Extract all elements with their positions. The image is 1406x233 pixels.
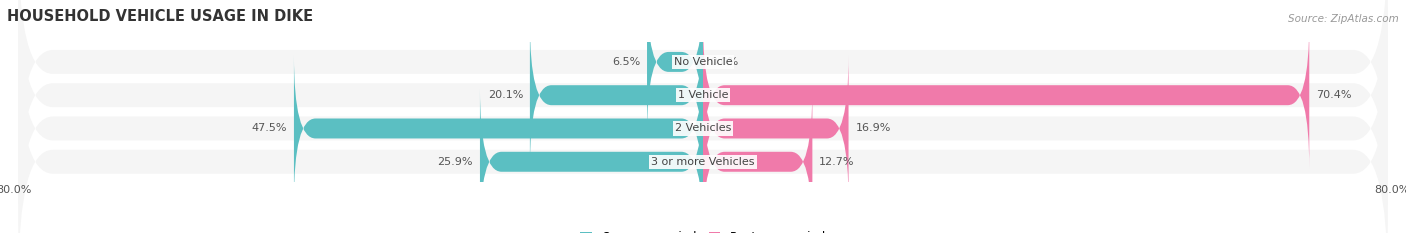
Text: 20.1%: 20.1%: [488, 90, 523, 100]
Text: 1 Vehicle: 1 Vehicle: [678, 90, 728, 100]
FancyBboxPatch shape: [703, 89, 813, 233]
Text: 70.4%: 70.4%: [1316, 90, 1351, 100]
FancyBboxPatch shape: [530, 22, 703, 168]
Text: Source: ZipAtlas.com: Source: ZipAtlas.com: [1288, 14, 1399, 24]
Text: 16.9%: 16.9%: [855, 123, 891, 134]
FancyBboxPatch shape: [18, 41, 1388, 233]
FancyBboxPatch shape: [18, 0, 1388, 183]
FancyBboxPatch shape: [647, 0, 703, 135]
FancyBboxPatch shape: [18, 0, 1388, 216]
FancyBboxPatch shape: [703, 22, 1309, 168]
FancyBboxPatch shape: [294, 55, 703, 202]
Text: 12.7%: 12.7%: [820, 157, 855, 167]
FancyBboxPatch shape: [479, 89, 703, 233]
FancyBboxPatch shape: [18, 7, 1388, 233]
Text: No Vehicle: No Vehicle: [673, 57, 733, 67]
Text: 6.5%: 6.5%: [612, 57, 640, 67]
Legend: Owner-occupied, Renter-occupied: Owner-occupied, Renter-occupied: [575, 226, 831, 233]
Text: 3 or more Vehicles: 3 or more Vehicles: [651, 157, 755, 167]
Text: HOUSEHOLD VEHICLE USAGE IN DIKE: HOUSEHOLD VEHICLE USAGE IN DIKE: [7, 9, 314, 24]
Text: 25.9%: 25.9%: [437, 157, 472, 167]
Text: 0.0%: 0.0%: [710, 57, 738, 67]
Text: 2 Vehicles: 2 Vehicles: [675, 123, 731, 134]
Text: 47.5%: 47.5%: [252, 123, 287, 134]
FancyBboxPatch shape: [703, 55, 849, 202]
